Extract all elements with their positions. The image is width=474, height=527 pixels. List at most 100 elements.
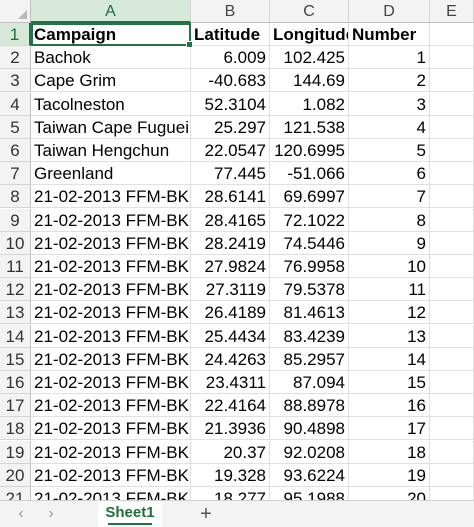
cell-a[interactable]: Bachok [31,46,191,70]
cell-b[interactable]: 6.009 [191,46,270,70]
cell-d[interactable]: 17 [349,417,430,441]
cell-e[interactable] [430,301,474,325]
cell-c[interactable]: 1.082 [270,92,349,116]
cell-b[interactable]: 21.3936 [191,417,270,441]
cell-b[interactable]: 24.4263 [191,347,270,371]
cell-a[interactable]: 21-02-2013 FFM-BKK [31,278,191,302]
cell-c[interactable]: 93.6224 [270,463,349,487]
cell-e[interactable] [430,417,474,441]
cell-a[interactable]: 21-02-2013 FFM-BKK [31,185,191,209]
cell-e[interactable] [430,139,474,162]
row-header[interactable]: 2 [0,46,31,70]
cell-b[interactable]: 25.297 [191,115,270,139]
row-header[interactable]: 13 [0,301,31,325]
row-header[interactable]: 12 [0,278,31,302]
cell-d[interactable]: 2 [349,69,430,93]
cell-b[interactable]: 18.277 [191,487,270,500]
row-header[interactable]: 15 [0,347,31,371]
cell-d[interactable]: 6 [349,162,430,186]
row-header[interactable]: 16 [0,371,31,394]
row-header[interactable]: 21 [0,487,31,500]
cell-b[interactable]: 28.6141 [191,185,270,209]
cell-d[interactable]: 10 [349,255,430,278]
cell-a[interactable]: Cape Grim [31,69,191,93]
cell-e[interactable] [430,487,474,500]
cell-c[interactable]: 74.5446 [270,231,349,255]
cell-d[interactable]: 1 [349,46,430,70]
cell-a[interactable]: 21-02-2013 FFM-BKK [31,394,191,418]
cell-a[interactable]: 21-02-2013 FFM-BKK [31,255,191,278]
cell-c[interactable]: 95.1988 [270,487,349,500]
cell-a[interactable]: 21-02-2013 FFM-BKK [31,301,191,325]
cell-c[interactable]: Longitude [270,23,349,46]
cell-a[interactable]: 21-02-2013 FFM-BKK [31,463,191,487]
row-header[interactable]: 19 [0,440,31,464]
cell-c[interactable]: 144.69 [270,69,349,93]
cell-c[interactable]: 79.5378 [270,278,349,302]
cell-d[interactable]: 16 [349,394,430,418]
cell-b[interactable]: 26.4189 [191,301,270,325]
cell-a[interactable]: 21-02-2013 FFM-BKK [31,324,191,348]
cell-c[interactable]: 76.9958 [270,255,349,278]
row-header[interactable]: 14 [0,324,31,348]
cell-a[interactable]: 21-02-2013 FFM-BKK [31,371,191,394]
row-header[interactable]: 18 [0,417,31,441]
cell-a[interactable]: Greenland [31,162,191,186]
cell-a[interactable]: 21-02-2013 FFM-BKK [31,208,191,232]
cell-a[interactable]: Tacolneston [31,92,191,116]
row-header[interactable]: 5 [0,115,31,139]
cell-e[interactable] [430,162,474,186]
column-header-c[interactable]: C [270,0,349,23]
cell-e[interactable] [430,115,474,139]
column-header-b[interactable]: B [191,0,270,23]
cell-e[interactable] [430,347,474,371]
row-header[interactable]: 8 [0,185,31,209]
row-header[interactable]: 17 [0,394,31,418]
column-header-d[interactable]: D [349,0,430,23]
spreadsheet-grid[interactable]: A B C D E 1 Campaign Latitude Longitude Numb… [0,0,474,500]
cell-b[interactable]: Latitude [191,23,270,46]
column-header-e[interactable]: E [430,0,474,23]
cell-e[interactable] [430,324,474,348]
cell-e[interactable] [430,440,474,464]
cell-a[interactable]: Taiwan Hengchun [31,139,191,162]
row-header[interactable]: 9 [0,208,31,232]
cell-d[interactable]: Number [349,23,430,46]
cell-d[interactable]: 12 [349,301,430,325]
cell-a[interactable]: Campaign [31,23,191,46]
cell-a[interactable]: 21-02-2013 FFM-BKK [31,487,191,500]
cell-c[interactable]: -51.066 [270,162,349,186]
cell-d[interactable]: 8 [349,208,430,232]
row-header[interactable]: 1 [0,23,31,46]
cell-e[interactable] [430,46,474,70]
cell-b[interactable]: 28.4165 [191,208,270,232]
cell-e[interactable] [430,394,474,418]
cell-a[interactable]: Taiwan Cape Fuguei [31,115,191,139]
cell-c[interactable]: 90.4898 [270,417,349,441]
row-header[interactable]: 7 [0,162,31,186]
row-header[interactable]: 4 [0,92,31,116]
cell-a[interactable]: 21-02-2013 FFM-BKK [31,417,191,441]
cell-e[interactable] [430,371,474,394]
cell-b[interactable]: 27.3119 [191,278,270,302]
cell-e[interactable] [430,69,474,93]
row-header[interactable]: 3 [0,69,31,93]
cell-d[interactable]: 20 [349,487,430,500]
cell-e[interactable] [430,463,474,487]
cell-d[interactable]: 9 [349,231,430,255]
cell-c[interactable]: 102.425 [270,46,349,70]
cell-d[interactable]: 5 [349,139,430,162]
cell-b[interactable]: 28.2419 [191,231,270,255]
cell-d[interactable]: 19 [349,463,430,487]
sheet-tab-sheet1[interactable]: Sheet1 [98,501,162,527]
cell-e[interactable] [430,23,474,46]
cell-a[interactable]: 21-02-2013 FFM-BKK [31,231,191,255]
cell-b[interactable]: 19.328 [191,463,270,487]
cell-a[interactable]: 21-02-2013 FFM-BKK [31,440,191,464]
cell-e[interactable] [430,208,474,232]
cell-d[interactable]: 13 [349,324,430,348]
cell-d[interactable]: 11 [349,278,430,302]
cell-c[interactable]: 120.6995 [270,139,349,162]
column-header-a[interactable]: A [31,0,191,23]
row-header[interactable]: 11 [0,255,31,278]
